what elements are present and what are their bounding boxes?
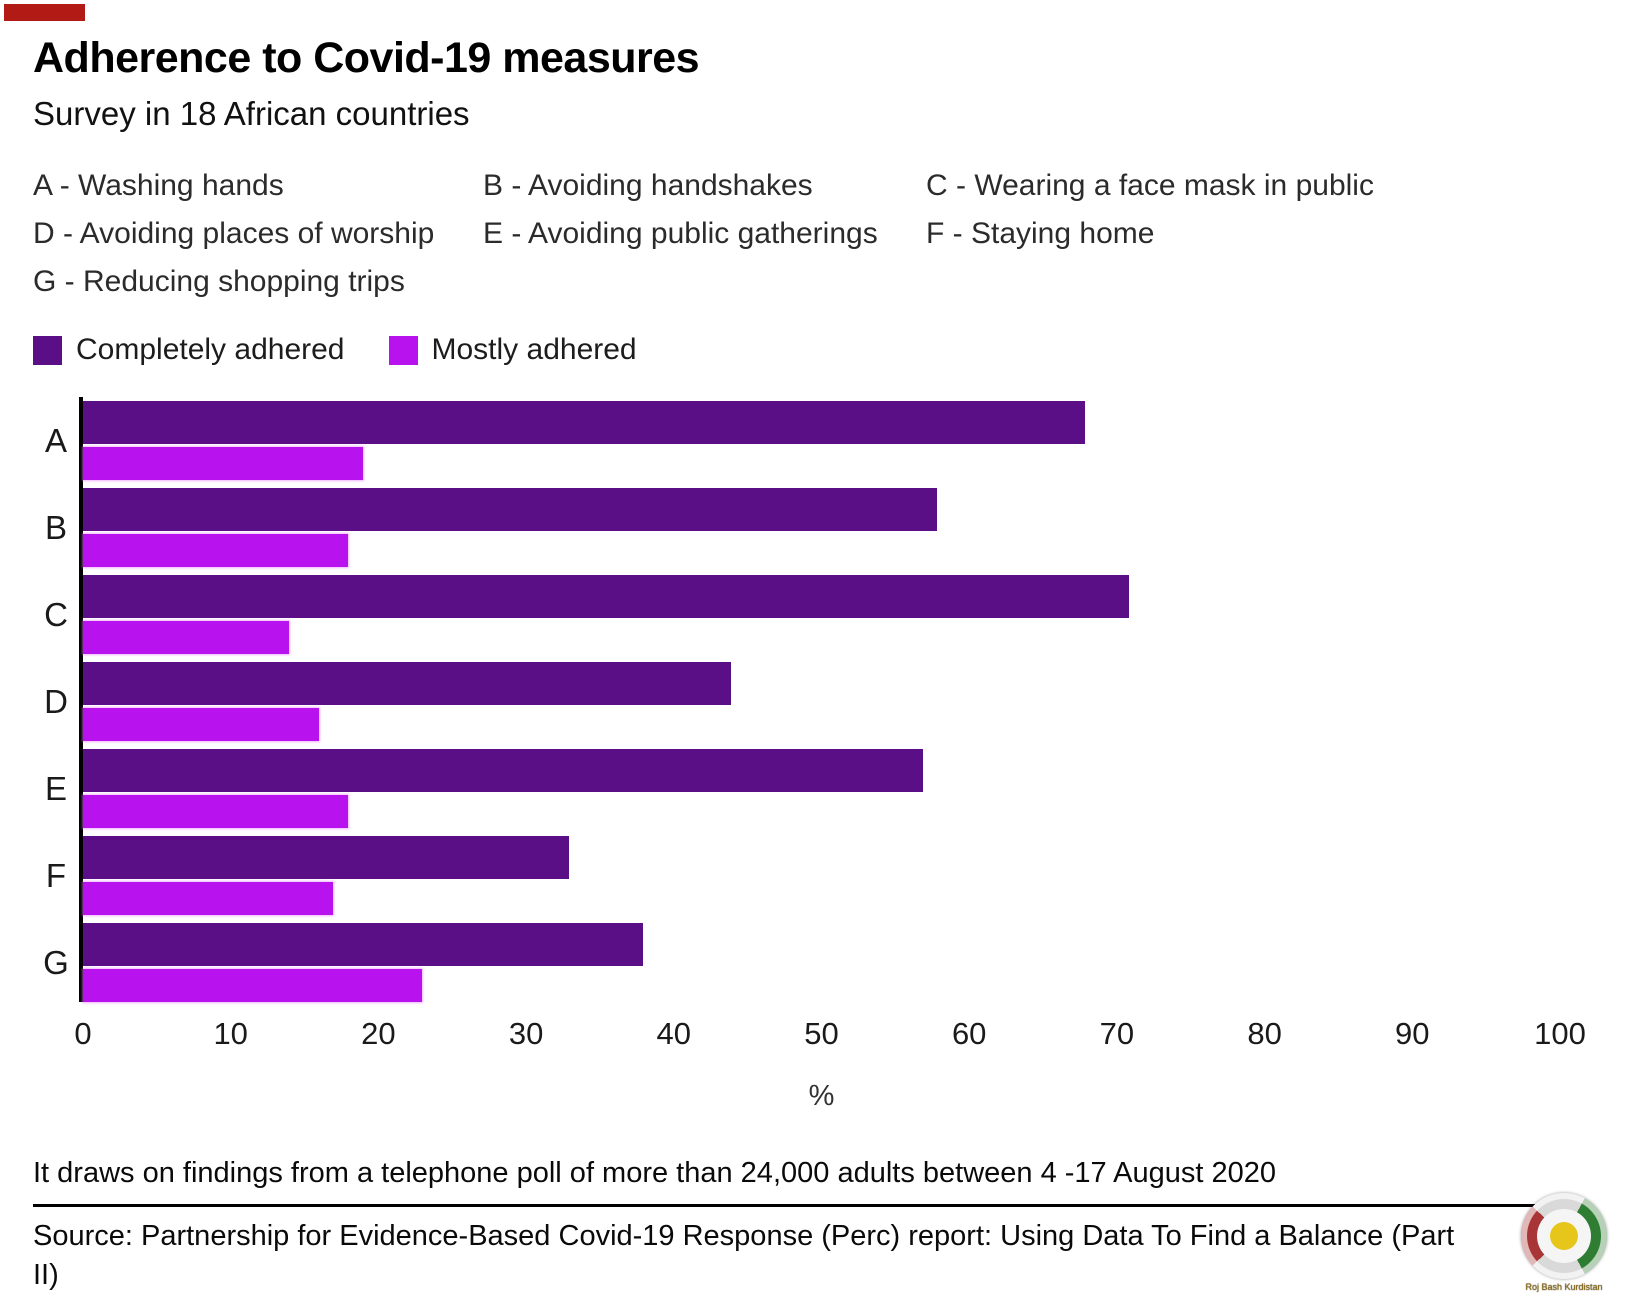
- bar-pair: [83, 575, 1556, 654]
- bar-E-completely-adhered: [83, 749, 923, 792]
- category-label: F: [45, 856, 67, 894]
- x-tick: 80: [1247, 1016, 1282, 1051]
- x-tick: 90: [1395, 1016, 1430, 1051]
- category-label: D: [44, 682, 68, 720]
- bar-D-completely-adhered: [83, 662, 732, 705]
- logo-badge: Roj Bash Kurdistan: [1516, 1193, 1612, 1292]
- category-label: C: [44, 595, 68, 633]
- bar-group-E: E: [45, 749, 1556, 828]
- x-tick: 60: [951, 1016, 987, 1051]
- x-tick: 40: [656, 1016, 692, 1051]
- legend-label: Completely adhered: [76, 333, 345, 366]
- measure-key-item-A: A - Washing hands: [33, 169, 284, 202]
- bar-G-completely-adhered: [83, 923, 643, 966]
- bar-C-completely-adhered: [83, 575, 1129, 618]
- measure-key-item-F: F - Staying home: [926, 217, 1155, 250]
- series-legend: Completely adhered Mostly adhered: [33, 333, 1632, 367]
- bar-A-mostly-adhered: [83, 447, 363, 480]
- sun-icon: [1537, 1209, 1591, 1263]
- category-label: G: [43, 943, 69, 981]
- legend-item: Mostly adhered: [388, 333, 637, 367]
- plot-area: A B C D E F G: [43, 397, 1556, 1002]
- bar-group-B: B: [45, 488, 1556, 567]
- logo-caption: Roj Bash Kurdistan: [1525, 1282, 1603, 1292]
- x-axis-ticks: 0 10 20 30 40 50 60 70 80 90 100: [74, 1016, 1585, 1062]
- measure-key-item-B: B - Avoiding handshakes: [483, 169, 813, 202]
- bar-F-completely-adhered: [83, 836, 570, 879]
- bar-pair: [83, 662, 1556, 741]
- bar-F-mostly-adhered: [83, 882, 334, 915]
- footer: It draws on findings from a telephone po…: [33, 1157, 1632, 1295]
- measure-key-item-G: G - Reducing shopping trips: [33, 265, 405, 298]
- bar-B-completely-adhered: [83, 488, 938, 531]
- legend-item: Completely adhered: [33, 333, 345, 367]
- footer-source: Source: Partnership for Evidence-Based C…: [33, 1220, 1455, 1291]
- x-tick: 70: [1099, 1016, 1135, 1051]
- bar-pair: [83, 488, 1556, 567]
- legend-swatch-icon: [33, 335, 62, 365]
- category-label: B: [44, 508, 67, 546]
- bar-pair: [83, 836, 1556, 915]
- x-tick: 30: [508, 1016, 544, 1051]
- x-tick: 50: [804, 1016, 839, 1051]
- bar-group-C: C: [44, 575, 1556, 654]
- category-label: A: [44, 421, 67, 459]
- page-subtitle: Survey in 18 African countries: [33, 95, 470, 132]
- legend-label: Mostly adhered: [431, 333, 637, 366]
- bar-group-F: F: [46, 836, 1556, 915]
- chart-page: Adherence to Covid-19 measures Survey in…: [33, 34, 1632, 1295]
- bar-C-mostly-adhered: [83, 621, 290, 654]
- bar-E-mostly-adhered: [83, 795, 349, 828]
- measure-key-item-C: C - Wearing a face mask in public: [926, 169, 1374, 202]
- x-axis-title: %: [808, 1080, 835, 1112]
- bar-group-G: G: [43, 923, 1556, 1002]
- bar-pair: [83, 401, 1556, 480]
- bar-group-A: A: [45, 401, 1556, 480]
- page-title: Adherence to Covid-19 measures: [33, 34, 700, 82]
- measure-key: A - Washing hands B - Avoiding handshakes…: [33, 169, 1632, 299]
- x-tick: 100: [1534, 1016, 1586, 1051]
- bar-G-mostly-adhered: [83, 969, 422, 1002]
- footer-note: It draws on findings from a telephone po…: [33, 1157, 1276, 1189]
- x-tick: 10: [213, 1016, 248, 1051]
- bar-B-mostly-adhered: [83, 534, 349, 567]
- measure-key-item-E: E - Avoiding public gatherings: [483, 217, 878, 250]
- footer-divider: [33, 1204, 1592, 1207]
- legend-swatch-icon: [388, 335, 418, 365]
- bar-pair: [83, 923, 1556, 1002]
- bar-chart: A B C D E F G 0 10 20 30 40 50 60 70 80 90 100 %: [33, 397, 1632, 1113]
- bar-group-D: D: [44, 662, 1556, 741]
- kurdistan-emblem-icon: [1521, 1193, 1607, 1279]
- category-label: E: [44, 769, 67, 807]
- bar-D-mostly-adhered: [83, 708, 319, 741]
- measure-key-item-D: D - Avoiding places of worship: [33, 217, 435, 250]
- x-tick: 0: [74, 1016, 92, 1051]
- x-tick: 20: [361, 1016, 396, 1051]
- bar-A-completely-adhered: [83, 401, 1085, 444]
- top-left-red-strip: [4, 4, 85, 21]
- bar-pair: [83, 749, 1556, 828]
